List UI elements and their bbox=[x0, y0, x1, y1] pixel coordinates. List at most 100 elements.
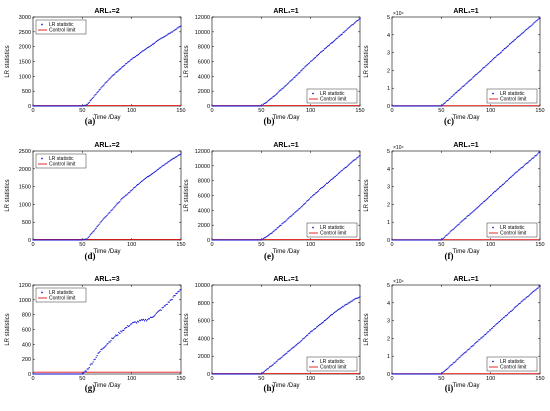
lr-point bbox=[115, 71, 117, 74]
lr-point bbox=[136, 320, 139, 322]
x-tick-label: 100 bbox=[306, 376, 315, 382]
lr-point bbox=[62, 373, 65, 375]
lr-point bbox=[235, 105, 237, 107]
lr-point bbox=[312, 194, 315, 196]
lr-point bbox=[431, 373, 434, 375]
y-axis-label: LR statistics bbox=[184, 313, 190, 345]
lr-point bbox=[320, 322, 323, 324]
lr-point bbox=[330, 42, 333, 44]
lr-point bbox=[146, 47, 149, 49]
lr-point bbox=[144, 48, 147, 50]
lr-point bbox=[35, 239, 37, 241]
lr-point bbox=[67, 239, 70, 241]
lr-point bbox=[396, 239, 398, 241]
lr-point bbox=[531, 157, 533, 160]
y-tick-label: 4000 bbox=[198, 336, 210, 342]
lr-point bbox=[218, 373, 220, 375]
lr-point bbox=[485, 333, 487, 335]
lr-point bbox=[42, 105, 44, 107]
lr-point bbox=[65, 239, 68, 241]
lr-point bbox=[178, 26, 180, 28]
lr-point bbox=[499, 185, 502, 188]
lr-point bbox=[133, 321, 136, 323]
lr-point bbox=[443, 236, 445, 239]
lr-point bbox=[501, 318, 504, 320]
x-tick-label: 0 bbox=[210, 376, 213, 382]
lr-point bbox=[491, 327, 493, 330]
lr-point bbox=[39, 239, 41, 241]
lr-point bbox=[521, 166, 523, 169]
lr-point bbox=[40, 373, 42, 375]
lr-point bbox=[245, 373, 248, 375]
lr-point bbox=[44, 105, 46, 107]
lr-point bbox=[269, 233, 271, 235]
lr-point bbox=[59, 105, 62, 107]
lr-point bbox=[502, 183, 505, 185]
lr-point bbox=[411, 373, 413, 375]
lr-point bbox=[219, 239, 221, 241]
lr-point bbox=[132, 188, 134, 191]
lr-point bbox=[506, 45, 509, 48]
lr-point bbox=[456, 358, 458, 361]
lr-point bbox=[484, 200, 486, 202]
lr-point bbox=[420, 373, 423, 375]
lr-point bbox=[513, 307, 515, 309]
lr-point bbox=[325, 318, 328, 320]
lr-point bbox=[456, 224, 458, 227]
lr-point bbox=[440, 105, 442, 107]
y-tick-label: 600 bbox=[22, 328, 31, 334]
lr-point bbox=[252, 373, 255, 375]
lr-point bbox=[43, 373, 45, 375]
lr-point bbox=[63, 373, 66, 375]
lr-point bbox=[124, 327, 126, 330]
lr-point bbox=[292, 78, 294, 80]
lr-point bbox=[445, 234, 447, 236]
lr-point bbox=[433, 105, 436, 107]
lr-point bbox=[453, 227, 455, 230]
lr-point bbox=[64, 239, 67, 241]
lr-point bbox=[441, 104, 443, 106]
lr-point bbox=[229, 105, 231, 107]
lr-point bbox=[470, 212, 472, 214]
lr-point bbox=[42, 373, 44, 375]
lr-point bbox=[513, 173, 515, 175]
lr-point bbox=[537, 287, 539, 289]
y-tick-label: 0 bbox=[28, 372, 31, 378]
y-tick-label: 6000 bbox=[198, 319, 210, 325]
lr-point bbox=[163, 36, 165, 38]
lr-point bbox=[175, 28, 177, 31]
lr-point bbox=[180, 25, 182, 27]
lr-point bbox=[227, 239, 229, 241]
lr-point bbox=[77, 373, 80, 375]
lr-point bbox=[145, 320, 148, 322]
lr-point bbox=[288, 350, 290, 352]
lr-point bbox=[428, 105, 431, 107]
lr-point bbox=[463, 352, 465, 354]
y-tick-label: 5 bbox=[387, 149, 390, 155]
lr-point bbox=[237, 373, 239, 375]
lr-point bbox=[177, 291, 179, 293]
lr-point bbox=[470, 346, 472, 348]
lr-point bbox=[469, 213, 471, 215]
lr-point bbox=[413, 373, 415, 375]
lr-point bbox=[352, 23, 354, 26]
lr-point bbox=[132, 187, 135, 189]
lr-point bbox=[303, 67, 305, 70]
legend-label-control: Control limit bbox=[49, 162, 76, 168]
panel-label: (b) bbox=[264, 116, 275, 126]
lr-point bbox=[234, 239, 236, 241]
lr-point bbox=[397, 373, 399, 375]
lr-point bbox=[39, 105, 41, 107]
lr-point bbox=[121, 331, 123, 333]
lr-point bbox=[127, 61, 129, 63]
lr-point bbox=[349, 162, 351, 165]
lr-point bbox=[253, 373, 256, 375]
lr-point bbox=[326, 45, 329, 48]
lr-point bbox=[358, 18, 360, 20]
lr-point bbox=[538, 151, 540, 154]
lr-point bbox=[232, 373, 234, 375]
lr-point bbox=[246, 105, 249, 107]
lr-point bbox=[258, 239, 261, 241]
lr-point bbox=[233, 105, 235, 107]
lr-point bbox=[283, 221, 285, 223]
